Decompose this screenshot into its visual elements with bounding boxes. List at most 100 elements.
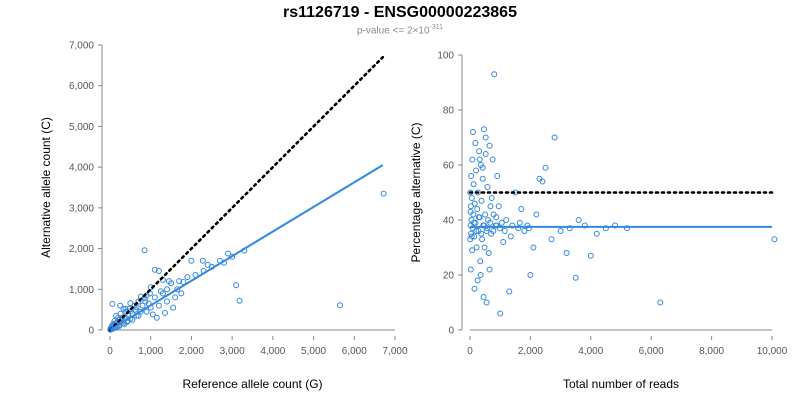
right-x-tick-label: 4,000	[578, 346, 603, 357]
right-data-point	[474, 206, 481, 212]
left-data-point	[199, 257, 206, 264]
right-data-point	[518, 206, 525, 212]
right-data-point	[477, 258, 484, 265]
right-data-point	[509, 222, 516, 229]
right-y-tick-label: 40	[443, 216, 455, 227]
left-data-point	[143, 308, 150, 315]
left-y-tick-label: 2,000	[69, 244, 94, 255]
right-data-point	[470, 129, 476, 135]
right-data-point	[496, 225, 503, 232]
left-data-point	[151, 266, 158, 273]
left-data-point	[155, 302, 162, 309]
left-x-tick-label: 3,000	[220, 346, 245, 357]
left-y-tick-label: 5,000	[69, 122, 94, 133]
left-x-tick-label: 0	[107, 346, 113, 357]
left-data-point	[141, 247, 148, 254]
left-y-tick-label: 7,000	[69, 41, 94, 52]
right-data-point	[479, 236, 486, 243]
left-y-tick-label: 4,000	[69, 163, 94, 174]
left-data-point	[180, 279, 187, 285]
right-y-tick-label: 80	[443, 106, 455, 117]
right-y-tick-label: 100	[437, 51, 454, 62]
right-data-point	[515, 225, 522, 232]
right-data-point	[489, 156, 496, 163]
right-data-point	[572, 274, 579, 281]
right-data-point	[566, 225, 573, 232]
right-data-point	[498, 219, 505, 226]
right-data-point	[542, 164, 549, 171]
right-y-tick-label: 0	[448, 326, 454, 337]
right-data-point	[468, 195, 475, 201]
right-data-point	[469, 247, 476, 254]
left-data-point	[149, 311, 156, 318]
right-data-point	[483, 299, 490, 306]
right-data-point	[487, 219, 494, 226]
left-data-point	[172, 294, 179, 301]
right-x-tick-label: 2,000	[518, 346, 543, 357]
right-data-point	[624, 225, 630, 232]
right-data-point	[482, 134, 489, 141]
right-data-point	[495, 203, 502, 210]
right-data-point	[468, 230, 475, 237]
right-data-point	[483, 228, 490, 234]
right-data-point	[484, 225, 491, 232]
subtitle-exponent: -311	[429, 24, 444, 31]
left-data-point	[164, 298, 170, 305]
right-data-point	[479, 175, 486, 182]
left-data-point	[107, 326, 114, 333]
right-data-point	[507, 233, 514, 240]
left-data-point	[188, 257, 195, 264]
chart-title: rs1126719 - ENSG00000223865	[283, 4, 517, 21]
right-data-point	[491, 71, 498, 78]
left-data-point	[178, 290, 185, 297]
right-data-point	[527, 272, 534, 278]
right-x-tick-label: 10,000	[757, 346, 788, 357]
right-data-point	[480, 294, 487, 300]
right-data-point	[506, 288, 513, 295]
right-data-point	[486, 266, 493, 273]
left-scatter-panel: 0 1,000 2,000 3,000 4,000 5,000 6,000 7,000 0 1,0…	[39, 41, 408, 392]
right-data-point	[480, 126, 487, 133]
left-data-point	[233, 282, 240, 289]
right-data-point	[471, 285, 478, 292]
left-data-point	[135, 298, 142, 305]
left-data-point	[113, 312, 120, 319]
right-data-point	[470, 181, 477, 188]
left-y-tick-label: 3,000	[69, 203, 94, 214]
left-y-tick-label: 6,000	[69, 81, 94, 92]
right-data-point	[548, 236, 555, 243]
right-data-point	[482, 151, 489, 157]
left-data-point	[151, 294, 158, 301]
right-data-point	[470, 219, 477, 226]
right-y-tick-label: 20	[443, 271, 455, 282]
right-data-point	[477, 272, 484, 278]
right-data-point	[657, 299, 664, 306]
right-data-point	[602, 225, 609, 232]
right-data-point	[521, 228, 528, 234]
left-data-point	[166, 278, 172, 285]
right-data-point	[503, 217, 510, 223]
left-data-point	[122, 305, 129, 312]
right-data-point	[593, 230, 600, 237]
right-data-point	[486, 142, 493, 149]
right-data-point	[587, 252, 594, 259]
right-data-point	[551, 134, 558, 141]
right-y-tick-label: 60	[443, 161, 455, 172]
left-data-point	[111, 318, 118, 324]
left-data-point	[162, 309, 168, 316]
left-x-axis-label: Reference allele count (G)	[182, 377, 322, 391]
left-y-tick-label: 1,000	[69, 285, 94, 296]
left-data-point	[139, 302, 146, 309]
right-data-point	[490, 228, 497, 234]
left-data-point	[337, 302, 343, 309]
right-data-point	[475, 214, 482, 221]
right-data-point	[557, 228, 564, 234]
left-x-tick-label: 7,000	[382, 346, 407, 357]
right-data-point	[581, 222, 588, 229]
right-data-point	[473, 228, 480, 234]
left-data-point	[380, 190, 387, 197]
left-data-point	[174, 286, 181, 293]
left-x-tick-label: 2,000	[179, 346, 204, 357]
left-data-point	[142, 298, 149, 305]
